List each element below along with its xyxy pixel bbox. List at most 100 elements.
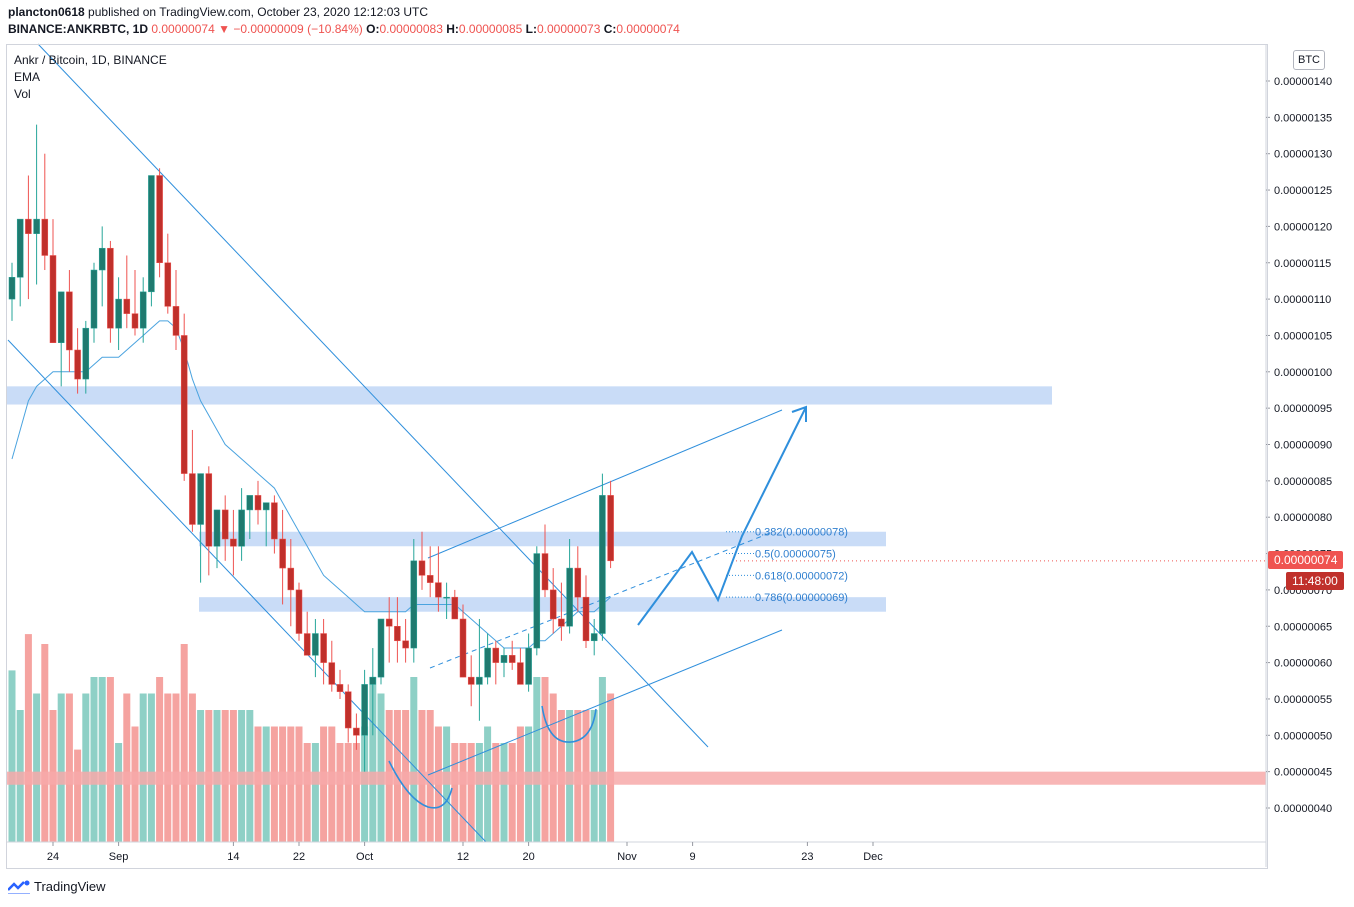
- candle[interactable]: [180, 335, 188, 474]
- candle[interactable]: [148, 175, 155, 293]
- candle[interactable]: [164, 262, 172, 307]
- candle[interactable]: [369, 676, 377, 685]
- resistance-zone[interactable]: [199, 531, 886, 547]
- candle[interactable]: [271, 502, 278, 540]
- candle[interactable]: [57, 291, 65, 343]
- hand-drawn-curve[interactable]: [541, 705, 597, 743]
- candle[interactable]: [484, 647, 491, 678]
- y-tick-label: 0.00000060: [1274, 658, 1332, 670]
- candle[interactable]: [459, 618, 467, 678]
- candle[interactable]: [8, 277, 16, 300]
- candle[interactable]: [435, 582, 442, 598]
- candle[interactable]: [287, 567, 295, 591]
- hand-drawn-curve[interactable]: [388, 760, 453, 809]
- candle[interactable]: [377, 618, 385, 678]
- candle[interactable]: [123, 298, 131, 314]
- candle[interactable]: [508, 655, 516, 663]
- candle[interactable]: [320, 633, 327, 663]
- candle[interactable]: [279, 538, 286, 569]
- candle[interactable]: [16, 218, 24, 278]
- candle[interactable]: [98, 247, 106, 271]
- tradingview-footer[interactable]: TradingView: [8, 879, 106, 894]
- candle[interactable]: [254, 495, 262, 511]
- candle[interactable]: [541, 553, 549, 591]
- candle[interactable]: [221, 509, 229, 540]
- candle[interactable]: [246, 495, 254, 511]
- trend-line[interactable]: [37, 43, 709, 748]
- candle[interactable]: [205, 473, 213, 547]
- candle[interactable]: [189, 473, 196, 525]
- candle[interactable]: [197, 473, 204, 525]
- candle[interactable]: [525, 647, 532, 685]
- y-tick-label: 0.00000065: [1274, 621, 1332, 633]
- projection-path[interactable]: [637, 406, 807, 626]
- candle[interactable]: [418, 560, 426, 576]
- candle[interactable]: [344, 691, 352, 729]
- candle[interactable]: [492, 647, 500, 663]
- candle[interactable]: [385, 618, 393, 627]
- volume-bar: [352, 743, 360, 842]
- candle[interactable]: [500, 655, 508, 663]
- symbol-label[interactable]: BINANCE:ANKRBTC, 1D: [8, 22, 148, 36]
- candle[interactable]: [336, 684, 344, 692]
- countdown-badge: 11:48:00: [1286, 572, 1344, 590]
- candle[interactable]: [303, 633, 311, 656]
- candle[interactable]: [476, 676, 483, 685]
- trend-line[interactable]: [427, 409, 783, 559]
- candle[interactable]: [238, 509, 245, 547]
- resistance-zone[interactable]: [6, 386, 1052, 405]
- candle[interactable]: [33, 218, 40, 234]
- candle[interactable]: [82, 327, 90, 380]
- candle[interactable]: [566, 567, 573, 627]
- volume-legend[interactable]: Vol: [14, 87, 31, 101]
- candle[interactable]: [426, 575, 434, 583]
- candle[interactable]: [41, 218, 49, 256]
- candle[interactable]: [410, 560, 418, 649]
- candle[interactable]: [558, 618, 565, 627]
- candle[interactable]: [549, 589, 557, 620]
- candle[interactable]: [107, 247, 114, 329]
- candle[interactable]: [353, 727, 360, 736]
- candle[interactable]: [230, 538, 237, 547]
- candle[interactable]: [115, 298, 122, 329]
- candle[interactable]: [599, 495, 606, 634]
- currency-button[interactable]: BTC: [1293, 50, 1325, 70]
- candle[interactable]: [467, 676, 475, 685]
- candle[interactable]: [361, 684, 368, 736]
- candle[interactable]: [90, 269, 98, 329]
- candle[interactable]: [66, 291, 73, 351]
- candle[interactable]: [213, 509, 221, 547]
- candle[interactable]: [517, 662, 524, 685]
- publisher-name[interactable]: plancton0618: [8, 5, 85, 19]
- candle[interactable]: [25, 218, 32, 234]
- support-zone[interactable]: [6, 771, 1266, 785]
- candle[interactable]: [394, 626, 401, 642]
- candle[interactable]: [402, 640, 409, 649]
- candle[interactable]: [582, 596, 590, 642]
- y-tick-label: 0.00000100: [1274, 367, 1332, 379]
- support-zone[interactable]: [199, 597, 886, 612]
- candle[interactable]: [312, 633, 319, 656]
- chart-legend-title[interactable]: Ankr / Bitcoin, 1D, BINANCE: [14, 53, 167, 67]
- candle[interactable]: [607, 495, 614, 562]
- candle[interactable]: [172, 306, 180, 336]
- candle[interactable]: [328, 662, 336, 685]
- candle[interactable]: [451, 596, 459, 620]
- candle[interactable]: [262, 502, 270, 511]
- candle[interactable]: [443, 596, 450, 599]
- candle[interactable]: [590, 633, 598, 642]
- candle[interactable]: [295, 589, 303, 634]
- trend-line[interactable]: [427, 629, 783, 776]
- candle[interactable]: [139, 291, 147, 329]
- ema-line[interactable]: [11, 320, 611, 649]
- candle[interactable]: [131, 313, 139, 329]
- candle[interactable]: [574, 567, 582, 598]
- candle[interactable]: [74, 349, 81, 380]
- candle[interactable]: [49, 255, 57, 343]
- candle[interactable]: [533, 553, 541, 649]
- candle[interactable]: [156, 175, 163, 263]
- trend-line[interactable]: [7, 339, 487, 843]
- ema-legend[interactable]: EMA: [14, 70, 41, 84]
- y-tick-label: 0.00000120: [1274, 221, 1332, 233]
